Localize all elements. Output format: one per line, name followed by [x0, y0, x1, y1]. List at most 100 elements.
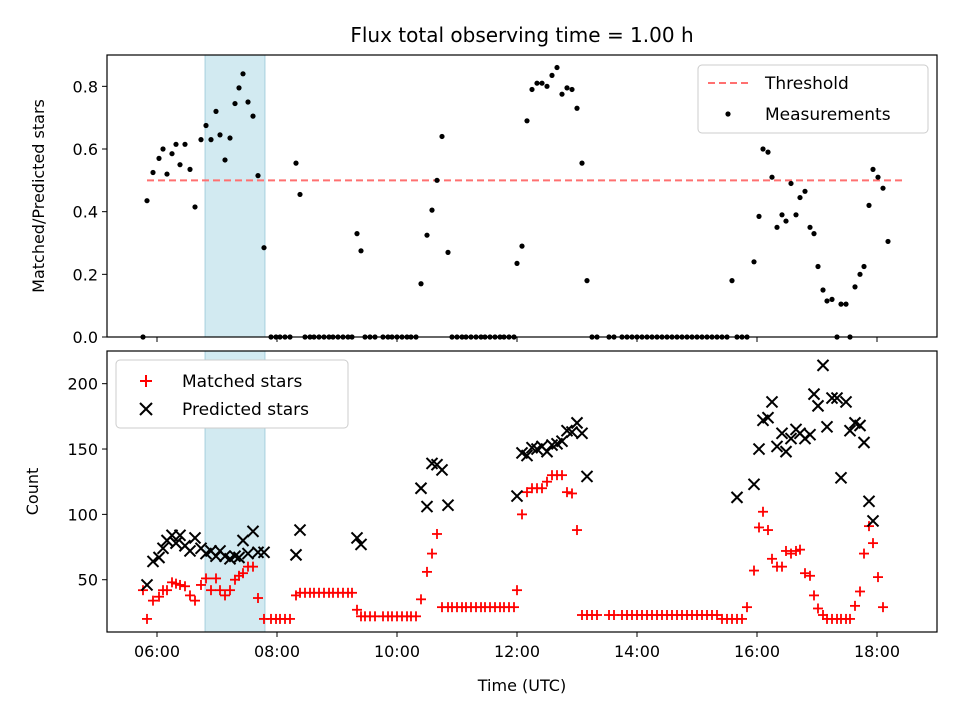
predicted-star-point: [862, 495, 876, 508]
measurement-point: [429, 207, 435, 213]
matched-star-point: [758, 506, 768, 517]
x-tick-label: 18:00: [854, 642, 900, 661]
matched-star-point: [215, 585, 225, 596]
measurement-point: [245, 99, 251, 105]
matched-star-point: [509, 602, 519, 613]
predicted-star-point: [289, 548, 303, 562]
matched-star-point: [813, 603, 823, 614]
matched-star-point: [542, 476, 552, 487]
predicted-star-point: [173, 529, 187, 542]
predicted-star-point: [843, 424, 857, 437]
measurement-point: [173, 141, 179, 147]
measurement-point: [579, 160, 585, 166]
measurement-point: [144, 198, 150, 204]
predicted-star-point: [730, 491, 744, 504]
measurement-point: [177, 162, 183, 168]
bottom-y-tick-label: 200: [67, 375, 98, 394]
measurement-point: [852, 284, 858, 290]
matched-star-point: [567, 488, 577, 499]
matched-star-point: [352, 604, 362, 615]
matched-star-point: [154, 591, 164, 602]
predicted-star-point: [241, 547, 255, 560]
measurement-point: [156, 155, 162, 161]
measurement-point: [529, 86, 535, 93]
predicted-star-point: [228, 549, 242, 563]
matched-star-point: [868, 538, 878, 549]
predicted-star-point: [779, 445, 793, 458]
top-y-axis-label: Matched/Predicted stars: [29, 99, 48, 293]
matched-star-point: [175, 579, 185, 590]
predicted-star-point: [414, 482, 428, 495]
measurement-point: [857, 271, 863, 277]
matched-star-point: [572, 525, 582, 536]
bottom-y-tick-label: 150: [67, 440, 98, 459]
predicted-star-point: [811, 399, 825, 413]
measurement-point: [208, 137, 214, 143]
top-panel: 0.00.20.40.60.8 Matched/Predicted stars …: [29, 54, 938, 347]
measurement-point: [232, 100, 238, 107]
measurement-point: [554, 64, 560, 71]
matched-star-point: [767, 553, 777, 564]
measurement-point: [843, 301, 849, 307]
x-tick-label: 06:00: [134, 642, 180, 661]
matched-star-point: [201, 573, 211, 584]
matched-star-point: [432, 528, 442, 539]
predicted-star-point: [354, 538, 368, 551]
measurement-point: [564, 85, 570, 91]
measurement-point: [524, 118, 530, 124]
matched-star-point: [749, 565, 759, 576]
predicted-star-point: [555, 434, 569, 448]
matched-star-point: [211, 573, 221, 584]
predicted-star-point: [570, 416, 584, 430]
predicted-star-point: [140, 578, 154, 592]
matched-star-point: [253, 593, 263, 604]
legend-measurements-label: Measurements: [765, 105, 891, 125]
matched-star-point: [873, 572, 883, 583]
bottom-y-tick-label: 100: [67, 505, 98, 524]
matched-star-point: [238, 568, 248, 579]
measurement-point: [756, 213, 762, 219]
x-tick-label: 16:00: [734, 642, 780, 661]
matched-star-point: [148, 595, 158, 606]
measurement-point: [807, 224, 813, 230]
measurement-point: [838, 301, 844, 307]
predicted-star-point: [761, 411, 775, 424]
predicted-star-point: [257, 546, 271, 559]
measurement-point: [164, 171, 170, 177]
measurement-point: [424, 232, 430, 238]
top-y-tick-label: 0.6: [73, 140, 98, 159]
measurement-point: [418, 281, 424, 287]
predicted-star-point: [246, 525, 260, 538]
measurement-point: [293, 160, 299, 166]
matched-star-point: [422, 566, 432, 577]
bottom-y-axis-label: Count: [23, 468, 42, 516]
legend-predicted-label: Predicted stars: [182, 400, 309, 420]
matched-star-point: [805, 570, 815, 581]
matched-star-point: [517, 509, 527, 520]
predicted-star-point: [232, 551, 246, 564]
x-tick-label: 08:00: [254, 642, 300, 661]
measurement-point: [217, 132, 223, 138]
predicted-star-point: [236, 534, 250, 547]
predicted-star-point: [747, 478, 761, 491]
matched-star-point: [190, 595, 200, 606]
measurement-point: [358, 248, 364, 254]
top-legend: Threshold Measurements: [697, 64, 929, 134]
x-tick-label: 14:00: [614, 642, 660, 661]
predicted-star-point: [770, 440, 784, 453]
measurement-point: [824, 298, 830, 304]
predicted-star-point: [765, 395, 779, 409]
measurement-point: [198, 137, 204, 143]
matched-star-point: [777, 561, 787, 572]
measurement-point: [788, 180, 794, 187]
measurement-point: [751, 259, 757, 265]
matched-star-point: [196, 579, 206, 590]
measurement-point: [885, 238, 891, 245]
matched-star-point: [225, 585, 235, 596]
predicted-star-point: [565, 425, 579, 439]
measurement-point: [729, 278, 735, 284]
legend-matched-label: Matched stars: [182, 372, 302, 392]
measurement-point: [514, 260, 520, 266]
measurement-point: [569, 86, 575, 93]
